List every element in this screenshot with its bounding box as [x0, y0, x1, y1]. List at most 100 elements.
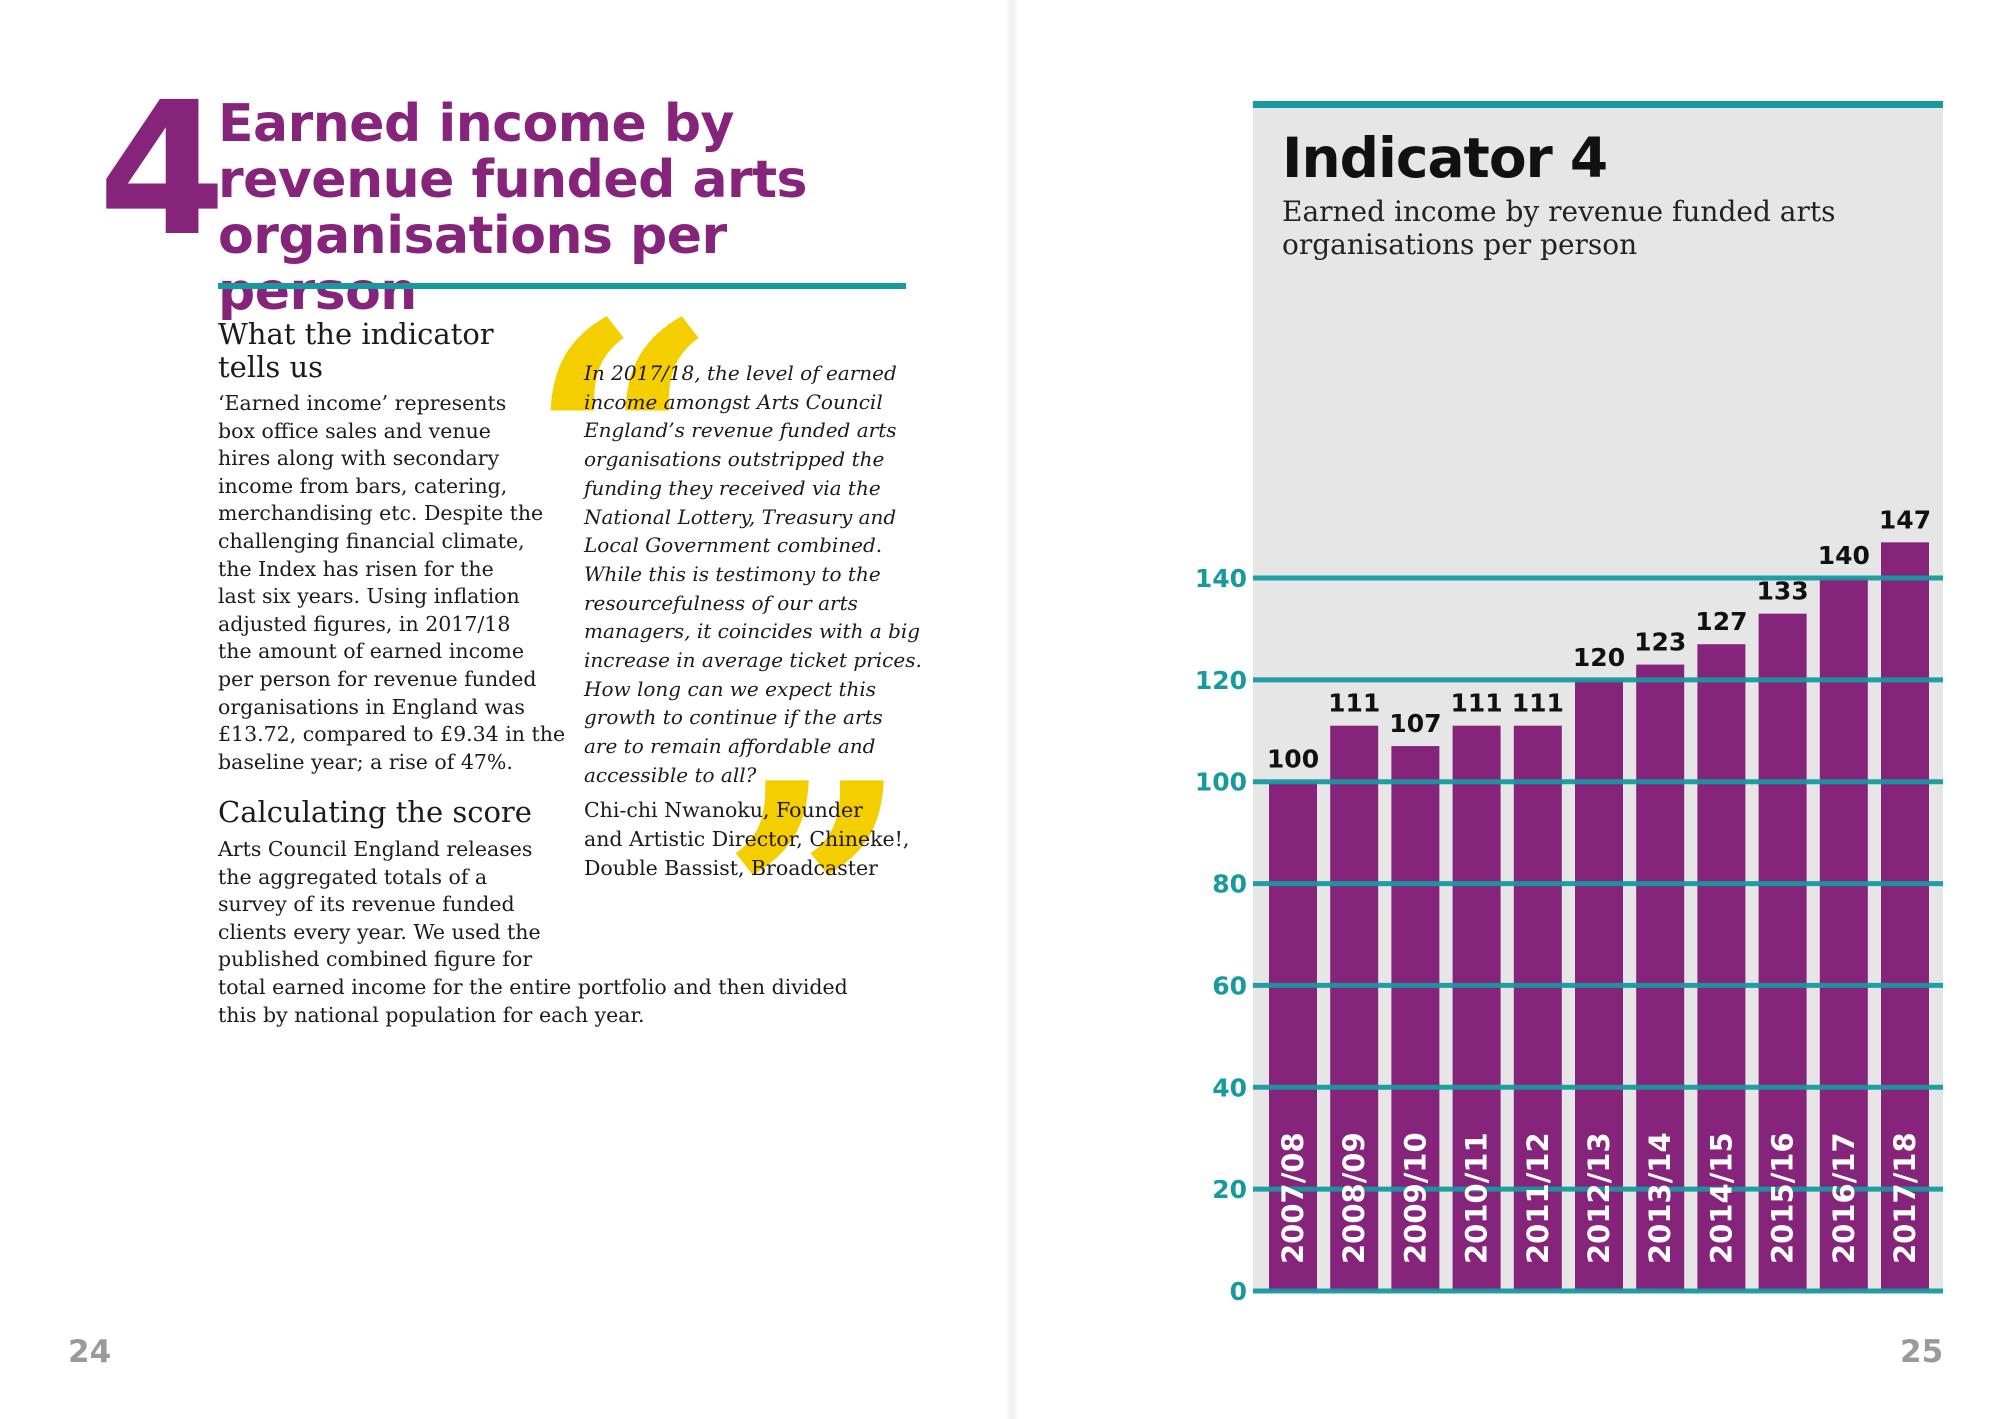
- quote-line: Local Government combined.: [584, 533, 883, 558]
- page-number-left: 24: [68, 1334, 112, 1370]
- category-label: 2017/18: [1888, 1132, 1922, 1264]
- category-label: 2016/17: [1827, 1132, 1861, 1264]
- text-line: the amount of earned income: [218, 639, 524, 664]
- text-line: survey of its revenue funded: [218, 892, 515, 917]
- y-tick-label: 80: [1212, 870, 1247, 899]
- page-title: Earned income by revenue funded arts org…: [218, 96, 918, 320]
- quote-line: increase in average ticket prices.: [584, 648, 922, 673]
- text-line: hires along with secondary: [218, 446, 500, 471]
- text-line: the aggregated totals of a: [218, 864, 488, 889]
- bar: [1636, 664, 1685, 1291]
- bar: [1819, 578, 1868, 1291]
- bar: [1881, 542, 1929, 1291]
- title-line: revenue funded arts: [218, 150, 808, 210]
- data-label: 111: [1328, 689, 1380, 718]
- quote-attribution: Chi-chi Nwanoku, Founder and Artistic Di…: [584, 796, 909, 883]
- category-label: 2009/10: [1398, 1132, 1432, 1264]
- text-line: baseline year; a rise of 47%.: [218, 749, 513, 774]
- y-tick-label: 60: [1212, 971, 1247, 1000]
- section-number: 4: [98, 63, 226, 277]
- text-line: Arts Council England releases: [218, 837, 533, 861]
- y-tick-label: 120: [1195, 666, 1247, 695]
- text-line: ‘Earned income’ represents: [218, 391, 507, 415]
- data-label: 140: [1818, 541, 1870, 570]
- attribution-line: Double Bassist, Broadcaster: [584, 856, 878, 880]
- chart-title: Indicator 4: [1282, 126, 1608, 190]
- data-label: 107: [1389, 709, 1441, 738]
- category-label: 2014/15: [1704, 1132, 1738, 1264]
- data-label: 127: [1695, 607, 1747, 636]
- close-quote-icon: ”: [720, 711, 910, 1099]
- quote-line: organisations outstripped the: [584, 447, 885, 472]
- text-line: adjusted figures, in 2017/18: [218, 611, 511, 636]
- paragraph-indicator: ‘Earned income’ represents box office sa…: [218, 390, 565, 776]
- quote-line: resourcefulness of our arts: [584, 590, 858, 615]
- category-label: 2007/08: [1276, 1132, 1310, 1264]
- bar: [1758, 613, 1807, 1291]
- open-quote-icon: “: [528, 251, 718, 639]
- bar: [1697, 644, 1746, 1291]
- chart-panel-top-rule: [1253, 101, 1943, 108]
- heading-line: tells us: [218, 350, 324, 384]
- title-line: organisations per person: [218, 206, 727, 322]
- text-line: per person for revenue funded: [218, 666, 537, 691]
- text-line: clients every year. We used the: [218, 919, 541, 944]
- y-tick-label: 140: [1195, 564, 1247, 593]
- quote-line: funding they received via the: [584, 475, 881, 500]
- text-line: published combined figure for: [218, 947, 533, 972]
- subtitle-line: organisations per person: [1282, 228, 1638, 261]
- y-tick-label: 20: [1212, 1175, 1247, 1204]
- data-label: 123: [1634, 628, 1686, 657]
- data-label: 120: [1573, 643, 1625, 672]
- data-label: 111: [1451, 689, 1503, 718]
- attribution-line: and Artistic Director, Chineke!,: [584, 827, 910, 851]
- chart-subtitle: Earned income by revenue funded arts org…: [1282, 195, 1882, 261]
- data-label: 111: [1512, 689, 1564, 718]
- category-label: 2013/14: [1643, 1132, 1677, 1264]
- quote-line: National Lottery, Treasury and: [584, 504, 897, 529]
- quote-line: How long can we expect this: [584, 676, 877, 701]
- heading-line: What the indicator: [218, 317, 494, 351]
- bar: [1269, 781, 1317, 1291]
- y-tick-label: 100: [1195, 768, 1247, 797]
- text-line: total earned income for the entire portf…: [218, 974, 848, 999]
- quote-line: England’s revenue funded arts: [584, 418, 897, 443]
- quote-line: In 2017/18, the level of earned: [584, 361, 897, 385]
- quote-line: accessible to all?: [584, 762, 757, 787]
- page-spine: [1005, 0, 1019, 1419]
- y-tick-label: 40: [1212, 1073, 1247, 1102]
- data-label: 147: [1879, 505, 1931, 534]
- bar: [1452, 725, 1501, 1291]
- category-label: 2008/09: [1337, 1132, 1371, 1264]
- bar: [1330, 725, 1379, 1291]
- category-label: 2012/13: [1582, 1132, 1616, 1264]
- text-line: last six years. Using inflation: [218, 584, 520, 609]
- bar: [1391, 746, 1440, 1291]
- quote-line: income amongst Arts Council: [584, 389, 883, 414]
- text-line: the Index has risen for the: [218, 556, 494, 581]
- title-line: Earned income by: [218, 94, 734, 154]
- text-line: merchandising etc. Despite the: [218, 501, 544, 526]
- text-line: this by national population for each yea…: [218, 1002, 645, 1027]
- title-underline: [218, 283, 906, 289]
- category-label: 2011/12: [1521, 1132, 1555, 1264]
- quote-line: are to remain affordable and: [584, 734, 876, 759]
- heading-what-indicator-tells: What the indicator tells us: [218, 318, 494, 384]
- text-line: organisations in England was: [218, 694, 525, 719]
- category-label: 2015/16: [1766, 1132, 1800, 1264]
- y-tick-label: 0: [1230, 1277, 1247, 1306]
- text-line: £13.72, compared to £9.34 in the: [218, 722, 566, 747]
- attribution-line: Chi-chi Nwanoku, Founder: [584, 798, 863, 822]
- text-line: income from bars, catering,: [218, 473, 508, 498]
- pull-quote: In 2017/18, the level of earned income a…: [584, 359, 924, 790]
- quote-line: growth to continue if the arts: [584, 705, 883, 730]
- data-label: 100: [1267, 745, 1319, 774]
- text-line: box office sales and venue: [218, 418, 491, 443]
- page-number-right: 25: [1900, 1334, 1944, 1370]
- heading-calculating-score: Calculating the score: [218, 795, 532, 829]
- quote-line: While this is testimony to the: [584, 561, 881, 586]
- quote-line: managers, it coincides with a big: [584, 619, 921, 644]
- category-label: 2010/11: [1460, 1132, 1494, 1264]
- paragraph-calculating: Arts Council England releases the aggreg…: [218, 836, 848, 1029]
